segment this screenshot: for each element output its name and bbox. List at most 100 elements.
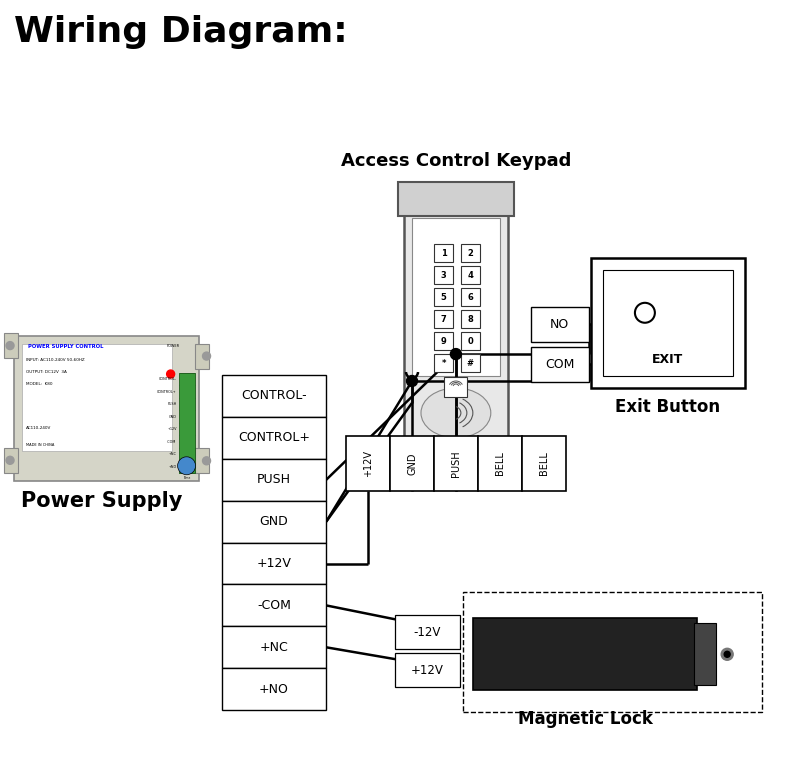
Circle shape <box>722 648 733 660</box>
Bar <box>411 218 500 376</box>
Ellipse shape <box>421 388 491 438</box>
Bar <box>445 377 467 397</box>
Text: POWER SUPPLY CONTROL: POWER SUPPLY CONTROL <box>28 344 103 349</box>
Bar <box>461 332 479 350</box>
Bar <box>434 436 478 491</box>
Bar <box>14 336 198 481</box>
Text: POWER: POWER <box>167 344 180 348</box>
Text: PUSH: PUSH <box>167 402 177 406</box>
Bar <box>395 615 460 650</box>
Bar <box>22 344 172 451</box>
Bar <box>694 624 716 686</box>
Text: 2: 2 <box>467 249 473 258</box>
Bar <box>461 267 479 284</box>
Text: INPUT: AC110-240V 50-60HZ: INPUT: AC110-240V 50-60HZ <box>26 358 85 362</box>
Text: 7: 7 <box>441 315 446 324</box>
Text: GND: GND <box>169 414 177 419</box>
Text: PUSH: PUSH <box>451 450 461 476</box>
Circle shape <box>6 342 14 349</box>
Text: +NO: +NO <box>259 683 289 696</box>
Bar <box>434 332 453 350</box>
Circle shape <box>406 375 418 387</box>
Bar <box>398 182 514 217</box>
Text: NO: NO <box>550 318 570 331</box>
Circle shape <box>202 352 210 360</box>
Text: PUSH: PUSH <box>257 473 291 486</box>
Bar <box>478 436 522 491</box>
Bar <box>222 584 326 627</box>
Bar <box>4 333 18 358</box>
Bar <box>194 448 209 473</box>
Text: +NO: +NO <box>168 464 177 469</box>
Bar <box>390 436 434 491</box>
Text: 4: 4 <box>467 270 473 280</box>
Bar <box>222 627 326 668</box>
Text: +12V: +12V <box>257 557 291 570</box>
Bar <box>590 258 745 388</box>
Text: GND: GND <box>259 516 288 528</box>
Text: +12V: +12V <box>411 664 444 676</box>
Bar <box>434 354 453 372</box>
Bar <box>530 306 589 342</box>
Text: 5: 5 <box>441 293 446 302</box>
Text: Magnetic Lock: Magnetic Lock <box>518 710 653 728</box>
Bar <box>434 267 453 284</box>
Text: *: * <box>442 358 446 368</box>
Text: 8: 8 <box>467 315 473 324</box>
Circle shape <box>166 370 174 378</box>
Bar <box>602 270 733 376</box>
Text: #: # <box>466 358 474 368</box>
Bar <box>522 436 566 491</box>
Bar <box>178 373 194 473</box>
Text: CONTROL-: CONTROL- <box>241 389 306 402</box>
Text: 1: 1 <box>441 249 446 258</box>
Text: 3: 3 <box>441 270 446 280</box>
Text: -COM: -COM <box>257 599 291 612</box>
Text: 9: 9 <box>441 336 446 345</box>
Bar <box>473 618 698 690</box>
Bar <box>434 310 453 328</box>
Text: -COM: -COM <box>167 440 177 444</box>
Bar <box>4 448 18 473</box>
Text: CONTROL+: CONTROL+ <box>157 390 177 394</box>
Bar <box>222 459 326 501</box>
Text: AC110-240V: AC110-240V <box>26 426 51 430</box>
Bar <box>403 182 508 441</box>
Text: +NC: +NC <box>169 452 177 456</box>
Text: CONTROL+: CONTROL+ <box>238 431 310 444</box>
Text: MODEL:  K80: MODEL: K80 <box>26 382 53 386</box>
Text: +12V: +12V <box>167 427 177 431</box>
Bar <box>461 310 479 328</box>
Circle shape <box>6 457 14 464</box>
Circle shape <box>450 349 462 359</box>
Bar <box>461 288 479 306</box>
Bar <box>346 436 390 491</box>
Text: Power Supply: Power Supply <box>21 491 182 511</box>
Bar <box>222 542 326 584</box>
Text: MADE IN CHINA: MADE IN CHINA <box>26 443 54 447</box>
Text: Time: Time <box>183 476 190 480</box>
Bar <box>222 417 326 459</box>
Bar <box>434 288 453 306</box>
Text: BELL: BELL <box>538 451 549 475</box>
Circle shape <box>178 457 195 475</box>
Text: +NC: +NC <box>259 641 288 654</box>
Text: GND: GND <box>407 452 417 475</box>
Text: 6: 6 <box>467 293 473 302</box>
Text: CONTROL-: CONTROL- <box>158 378 177 381</box>
Bar <box>463 592 762 712</box>
Bar <box>461 354 479 372</box>
Text: EXIT: EXIT <box>652 353 683 366</box>
Text: Exit Button: Exit Button <box>615 398 721 416</box>
Text: Wiring Diagram:: Wiring Diagram: <box>14 15 348 49</box>
Bar <box>530 346 589 381</box>
Text: 0: 0 <box>467 336 473 345</box>
Text: +12V: +12V <box>363 450 373 476</box>
Bar <box>395 653 460 687</box>
Circle shape <box>724 651 730 657</box>
Bar <box>194 344 209 369</box>
Bar <box>461 244 479 262</box>
Text: COM: COM <box>545 358 574 371</box>
Bar <box>222 501 326 542</box>
Text: OUTPUT: DC12V  3A: OUTPUT: DC12V 3A <box>26 370 67 374</box>
